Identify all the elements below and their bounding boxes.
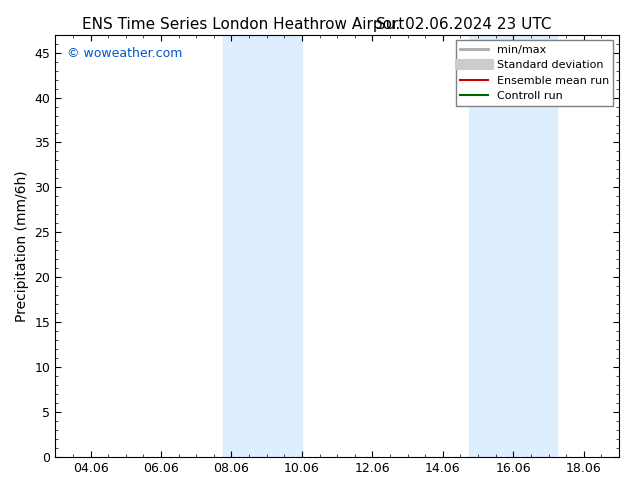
Text: © woweather.com: © woweather.com (67, 47, 182, 60)
Bar (469, 35, 557, 457)
Text: ENS Time Series London Heathrow Airport: ENS Time Series London Heathrow Airport (82, 17, 404, 32)
Bar (223, 35, 302, 457)
Text: Su. 02.06.2024 23 UTC: Su. 02.06.2024 23 UTC (376, 17, 552, 32)
Y-axis label: Precipitation (mm/6h): Precipitation (mm/6h) (15, 170, 29, 321)
Legend: min/max, Standard deviation, Ensemble mean run, Controll run: min/max, Standard deviation, Ensemble me… (456, 40, 614, 106)
